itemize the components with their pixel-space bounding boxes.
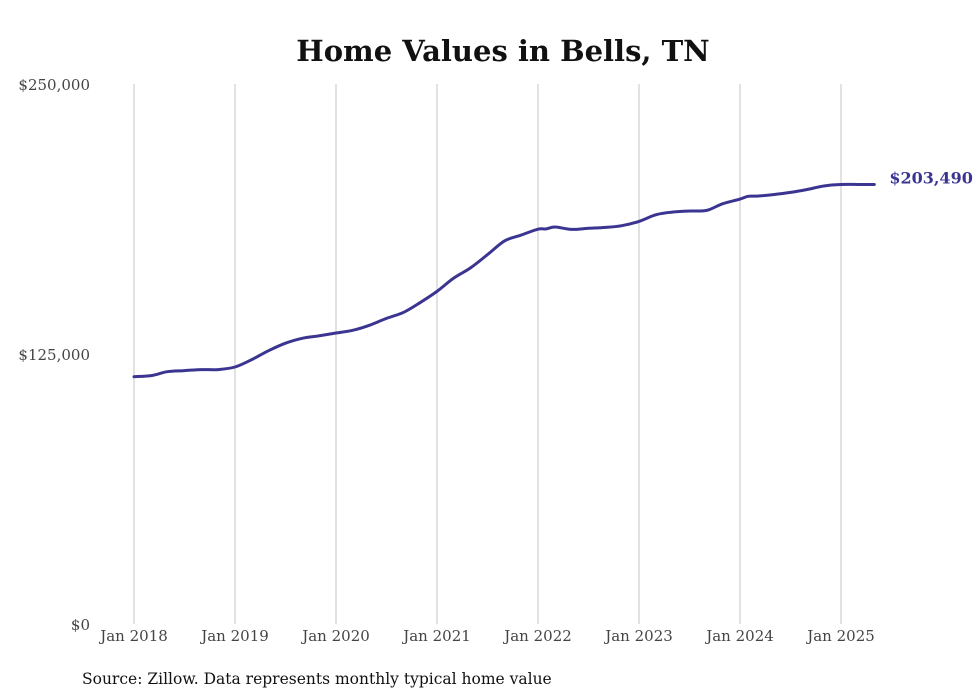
x-tick-label: Jan 2019 (199, 627, 269, 645)
y-tick-label: $250,000 (18, 76, 90, 94)
series-line-0 (132, 182, 876, 379)
x-tick-label: Jan 2024 (704, 627, 774, 645)
chart-title: Home Values in Bells, TN (296, 34, 709, 68)
y-axis: $0 $125,000 $250,000 (18, 76, 90, 634)
x-tick-label: Jan 2018 (98, 627, 168, 645)
end-value-label: $203,490 (889, 168, 973, 187)
x-tick-label: Jan 2020 (300, 627, 370, 645)
x-tick-label: Jan 2022 (502, 627, 572, 645)
x-tick-label: Jan 2023 (603, 627, 673, 645)
gridlines (133, 84, 842, 624)
source-note: Source: Zillow. Data represents monthly … (82, 670, 552, 688)
x-tick-label: Jan 2025 (805, 627, 875, 645)
y-tick-label: $125,000 (18, 346, 90, 364)
x-axis: Jan 2018 Jan 2019 Jan 2020 Jan 2021 Jan 2022… (98, 627, 875, 645)
x-tick-label: Jan 2021 (401, 627, 471, 645)
y-tick-label: $0 (71, 616, 90, 634)
series: $203,490 (132, 168, 973, 379)
